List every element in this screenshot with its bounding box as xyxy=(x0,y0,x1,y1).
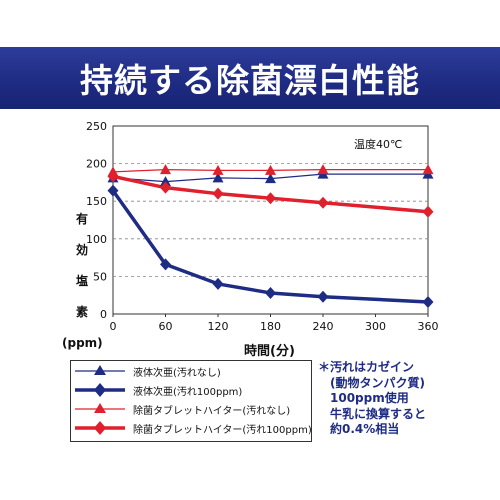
legend-label: 除菌タブレットハイター(汚れなし) xyxy=(133,406,291,417)
y-tick-label: 200 xyxy=(86,158,107,171)
y-tick-label: 250 xyxy=(86,120,107,133)
footnote-line: 100ppm使用 xyxy=(330,391,409,405)
data-point-triangle xyxy=(265,173,276,184)
data-point-diamond xyxy=(317,196,329,209)
chart-title: 持続する除菌漂白性能 xyxy=(80,61,420,100)
x-tick-label: 120 xyxy=(208,320,229,333)
temperature-annotation: 温度40℃ xyxy=(354,138,403,151)
title-band xyxy=(0,47,500,109)
footnote-line: 牛乳に換算すると xyxy=(330,406,427,421)
footnote: ＊汚れはカゼイン (動物タンパク質) 100ppm使用 牛乳に換算すると 約0.… xyxy=(318,360,493,438)
data-point-triangle xyxy=(212,172,224,183)
y-axis-label: 有 効 塩 素 (ppm) xyxy=(62,196,103,351)
x-tick-label: 300 xyxy=(365,320,386,333)
data-point-diamond xyxy=(160,181,171,194)
y-tick-label: 50 xyxy=(93,270,107,283)
legend-label: 液体次亜(汚れなし) xyxy=(133,368,221,379)
data-point-diamond xyxy=(212,277,224,290)
data-point-diamond xyxy=(317,290,329,303)
y-tick-label: 150 xyxy=(86,195,107,208)
data-point-diamond xyxy=(107,170,119,183)
series-line xyxy=(112,173,428,183)
legend-label: 液体次亜(汚れ100ppm) xyxy=(133,387,243,398)
footnote-line: ＊汚れはカゼイン xyxy=(318,360,415,374)
data-point-diamond xyxy=(265,286,276,299)
data-point-diamond xyxy=(265,192,276,205)
y-axis-label-line: (ppm) xyxy=(62,335,103,350)
legend-swatch-triangle-red xyxy=(75,403,125,413)
y-axis-label-line: 塩 xyxy=(75,273,88,288)
plot-frame xyxy=(112,125,429,315)
series-line xyxy=(112,174,429,214)
data-point-triangle xyxy=(265,164,276,175)
footnote-line: 約0.4%相当 xyxy=(330,422,400,436)
data-point-diamond xyxy=(107,184,119,197)
data-point-triangle xyxy=(422,164,434,175)
legend: 液体次亜(汚れなし) 液体次亜(汚れ100ppm) 除菌タブレットハイター(汚れ… xyxy=(70,360,312,442)
y-axis-label-line: 効 xyxy=(75,242,88,257)
y-axis-label-line: 有 xyxy=(75,211,88,226)
legend-item: 除菌タブレットハイター(汚れなし) xyxy=(71,400,311,418)
y-tick-label: 0 xyxy=(100,308,107,321)
data-point-diamond xyxy=(212,187,224,200)
legend-item: 除菌タブレットハイター(汚れ100ppm) xyxy=(71,419,312,437)
series-line xyxy=(112,169,428,173)
legend-swatch-triangle-navy xyxy=(75,365,125,375)
data-point-diamond xyxy=(422,295,434,308)
series-line xyxy=(111,189,429,304)
data-point-diamond xyxy=(160,258,171,271)
data-point-triangle xyxy=(160,164,171,175)
data-point-triangle xyxy=(317,164,329,175)
x-tick-label: 360 xyxy=(418,320,439,333)
x-tick-label: 180 xyxy=(260,320,281,333)
legend-item: 液体次亜(汚れなし) xyxy=(71,362,311,380)
data-point-triangle xyxy=(212,164,224,175)
data-point-diamond xyxy=(422,205,434,218)
x-tick-label: 60 xyxy=(159,320,173,333)
y-axis-label-line: 素 xyxy=(75,304,88,319)
legend-label: 除菌タブレットハイター(汚れ100ppm) xyxy=(133,425,312,436)
legend-swatch-diamond-red xyxy=(75,421,125,435)
x-tick-label: 0 xyxy=(110,320,117,333)
legend-item: 液体次亜(汚れ100ppm) xyxy=(71,381,311,399)
legend-swatch-diamond-navy xyxy=(75,383,125,397)
data-point-triangle xyxy=(160,176,171,187)
x-tick-label: 240 xyxy=(313,320,334,333)
footnote-line: (動物タンパク質) xyxy=(330,375,425,390)
x-axis-label: 時間(分) xyxy=(244,344,295,359)
y-tick-label: 100 xyxy=(86,233,107,246)
